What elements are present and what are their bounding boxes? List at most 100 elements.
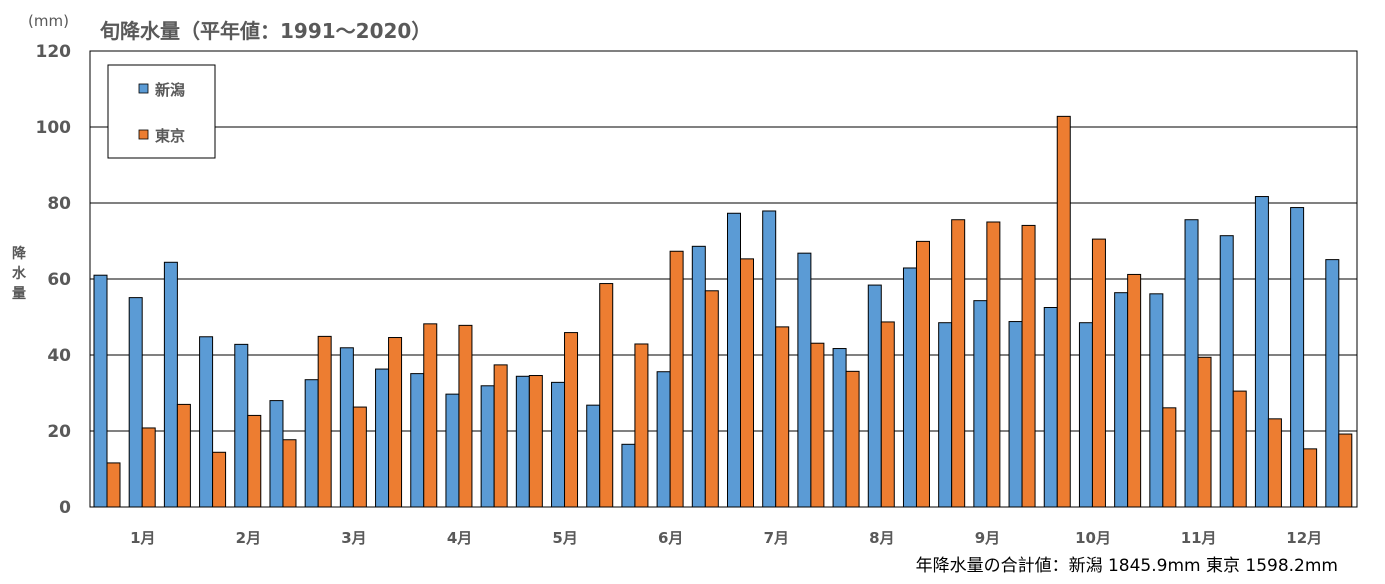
bar-niigata xyxy=(551,381,566,508)
bar-niigata xyxy=(515,375,530,508)
x-month-label: 10月 xyxy=(1075,529,1111,547)
bar-niigata xyxy=(339,347,354,508)
bar-niigata xyxy=(586,404,601,508)
x-month-label: 12月 xyxy=(1286,529,1322,547)
bar-tokyo xyxy=(669,250,684,508)
bar-niigata xyxy=(445,393,460,508)
bar-niigata xyxy=(199,336,214,508)
bar-niigata xyxy=(621,443,636,508)
legend-swatch-tokyo xyxy=(138,129,149,140)
bar-tokyo xyxy=(1021,224,1036,508)
bar-tokyo xyxy=(493,364,508,508)
x-month-label: 6月 xyxy=(658,529,683,547)
bar-niigata xyxy=(128,297,143,508)
bar-tokyo xyxy=(176,403,191,508)
bar-niigata xyxy=(1254,196,1269,508)
bar-tokyo xyxy=(845,370,860,508)
bar-tokyo xyxy=(1127,273,1142,508)
bar-niigata xyxy=(691,245,706,508)
bar-tokyo xyxy=(317,335,332,508)
bar-tokyo xyxy=(141,427,156,508)
y-tick-labels: 0 20 40 60 80 100 120 xyxy=(36,42,72,518)
bar-niigata xyxy=(902,267,917,508)
bar-niigata xyxy=(1325,259,1340,508)
x-month-label: 4月 xyxy=(447,529,472,547)
bar-niigata xyxy=(1043,307,1058,508)
bar-tokyo xyxy=(1091,238,1106,508)
bar-niigata xyxy=(375,368,390,508)
y-tick-label: 60 xyxy=(47,270,71,290)
bar-tokyo xyxy=(599,283,614,508)
bar-tokyo xyxy=(704,290,719,508)
legend-swatch-niigata xyxy=(138,83,149,94)
annual-total-footnote: 年降水量の合計値：新潟 1845.9mm 東京 1598.2mm xyxy=(916,556,1338,576)
bar-tokyo xyxy=(1303,448,1318,508)
bar-niigata xyxy=(480,385,495,508)
bar-niigata xyxy=(832,348,847,508)
bar-tokyo xyxy=(775,326,790,508)
bars xyxy=(93,115,1353,508)
y-axis-label-char: 降 xyxy=(12,245,27,262)
gridlines xyxy=(90,126,1357,432)
bar-niigata xyxy=(1219,235,1234,508)
bar-niigata xyxy=(1290,207,1305,508)
x-month-label: 1月 xyxy=(130,529,155,547)
bar-niigata xyxy=(938,322,953,508)
bar-tokyo xyxy=(528,375,543,508)
bar-niigata xyxy=(1149,293,1164,508)
y-tick-label: 40 xyxy=(47,346,71,366)
bar-niigata xyxy=(1008,321,1023,508)
bar-niigata xyxy=(762,210,777,508)
legend-label-tokyo: 東京 xyxy=(155,127,185,145)
bar-niigata xyxy=(410,373,425,508)
bar-tokyo xyxy=(106,462,121,508)
x-month-label: 11月 xyxy=(1181,529,1217,547)
x-month-label: 8月 xyxy=(869,529,894,547)
bar-tokyo xyxy=(915,240,930,508)
y-tick-label: 0 xyxy=(59,498,71,518)
bar-tokyo xyxy=(247,414,262,508)
bar-tokyo xyxy=(1197,356,1212,508)
bar-tokyo xyxy=(458,324,473,508)
bar-tokyo xyxy=(388,337,403,508)
bar-tokyo xyxy=(212,451,227,508)
bar-tokyo xyxy=(986,221,1001,508)
bar-tokyo xyxy=(951,219,966,508)
bar-niigata xyxy=(93,274,108,508)
bar-tokyo xyxy=(1162,407,1177,508)
x-month-label: 7月 xyxy=(764,529,789,547)
y-tick-label: 120 xyxy=(36,42,72,62)
bar-tokyo xyxy=(282,439,297,508)
y-tick-label: 80 xyxy=(47,194,71,214)
bar-niigata xyxy=(304,379,319,508)
bar-tokyo xyxy=(1338,433,1353,508)
x-month-labels: 1月 2月 3月 4月 5月 6月 7月 8月 9月 10月 11月 12月 xyxy=(130,529,1322,547)
x-month-label: 5月 xyxy=(552,529,577,547)
bar-tokyo xyxy=(352,406,367,508)
bar-niigata xyxy=(1184,219,1199,508)
bar-tokyo xyxy=(1232,390,1247,508)
x-month-label: 3月 xyxy=(341,529,366,547)
bar-tokyo xyxy=(810,342,825,508)
legend: 新潟 東京 xyxy=(107,64,216,159)
bar-niigata xyxy=(973,300,988,508)
y-tick-label: 100 xyxy=(36,118,72,138)
bar-tokyo xyxy=(634,343,649,508)
x-month-label: 9月 xyxy=(975,529,1000,547)
chart-title: 旬降水量（平年値：1991～2020） xyxy=(99,19,431,43)
bar-niigata xyxy=(163,261,178,508)
legend-box xyxy=(107,64,216,159)
y-axis-label: 降水量 xyxy=(12,245,27,302)
bar-tokyo xyxy=(1267,418,1282,508)
bar-niigata xyxy=(656,371,671,508)
bar-niigata xyxy=(1114,292,1129,508)
bar-niigata xyxy=(867,284,882,508)
y-tick-label: 20 xyxy=(47,422,71,442)
legend-label-niigata: 新潟 xyxy=(155,81,185,99)
bar-tokyo xyxy=(564,332,579,508)
bar-tokyo xyxy=(1056,115,1071,508)
unit-label: (mm) xyxy=(28,12,69,30)
y-axis-label-char: 水 xyxy=(12,265,27,282)
bar-niigata xyxy=(234,343,249,508)
